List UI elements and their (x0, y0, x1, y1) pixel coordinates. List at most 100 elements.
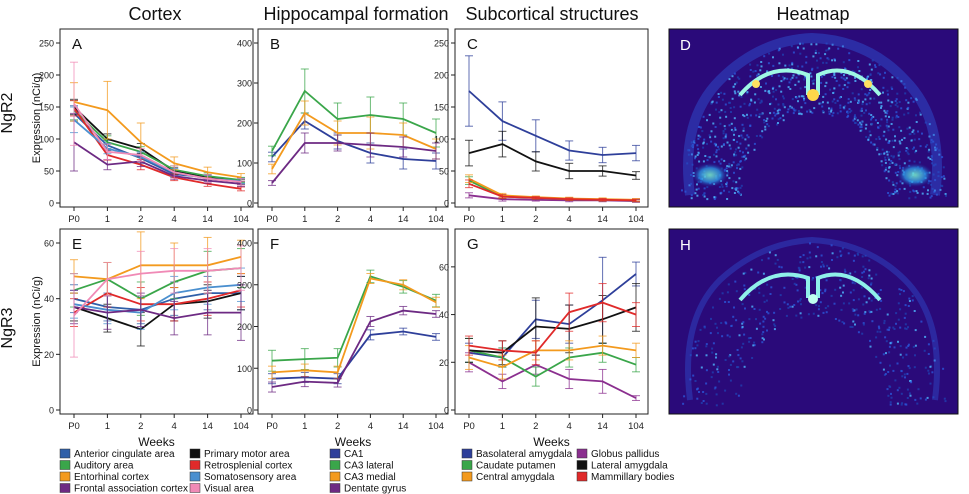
heat-pixel (897, 340, 899, 343)
heat-pixel (739, 357, 742, 360)
heat-pixel (772, 90, 775, 93)
heat-pixel (900, 107, 903, 110)
heat-pixel (711, 371, 714, 374)
heat-pixel (834, 101, 837, 104)
heat-pixel (715, 108, 717, 111)
heat-pixel (756, 74, 758, 77)
heat-pixel (867, 277, 870, 280)
heat-pixel (885, 150, 888, 153)
heat-pixel (706, 159, 709, 162)
heat-pixel (883, 322, 886, 325)
heat-pixel (729, 379, 732, 382)
heat-pixel (809, 110, 812, 113)
heat-pixel (789, 88, 792, 90)
heat-pixel (774, 114, 777, 117)
series-line (271, 275, 437, 362)
heat-pixel (728, 190, 731, 193)
heat-pixel (690, 182, 693, 185)
heat-pixel (799, 299, 802, 302)
heat-pixel (778, 265, 781, 268)
heat-pixel (896, 402, 899, 405)
heat-pixel (830, 244, 833, 247)
heat-pixel (738, 177, 741, 180)
x-tick-label: 14 (202, 214, 213, 225)
heat-pixel (712, 122, 715, 125)
heat-pixel (908, 392, 911, 395)
heat-pixel (696, 144, 699, 147)
heat-pixel (768, 52, 771, 55)
heat-pixel (808, 251, 811, 254)
y-tick-label: 100 (434, 135, 449, 145)
heat-pixel (726, 141, 729, 144)
y-tick-label: 0 (444, 199, 449, 209)
heat-pixel (804, 76, 807, 79)
heat-pixel (899, 308, 902, 311)
heat-pixel (831, 252, 834, 255)
heat-pixel (779, 294, 782, 297)
heat-pixel (725, 167, 728, 170)
series-line (271, 89, 437, 152)
heat-pixel (737, 146, 740, 149)
heat-pixel (766, 117, 769, 120)
heat-pixel (719, 116, 722, 119)
heat-pixel (820, 261, 823, 263)
heat-pixel (765, 120, 768, 122)
heat-pixel (831, 114, 834, 117)
heat-pixel (884, 156, 887, 159)
heat-pixel (724, 128, 727, 131)
heat-pixel (895, 102, 898, 105)
heat-pixel (759, 101, 762, 104)
heat-pixel (706, 198, 709, 201)
heat-pixel (861, 255, 864, 258)
x-tick-label: 14 (597, 214, 608, 225)
heat-pixel (913, 160, 916, 163)
heat-pixel (741, 322, 744, 325)
heat-pixel (933, 347, 936, 350)
heat-pixel (762, 272, 765, 275)
heat-pixel (724, 135, 727, 138)
heat-pixel (903, 316, 906, 319)
heat-pixel (865, 301, 868, 304)
heat-pixel (730, 122, 733, 125)
heat-pixel (737, 90, 740, 93)
heat-pixel (908, 159, 911, 162)
heat-pixel (726, 291, 729, 294)
heat-pixel (733, 154, 736, 157)
x-tick-label: P0 (266, 421, 278, 432)
heat-pixel (890, 86, 893, 89)
heat-pixel (895, 322, 897, 325)
heat-pixel (886, 126, 889, 129)
heat-pixel (735, 181, 738, 184)
heat-pixel (915, 149, 918, 152)
heat-pixel (871, 122, 874, 125)
heat-pixel (766, 70, 769, 73)
series-line (73, 306, 241, 320)
heat-pixel (886, 112, 889, 115)
y-tick-label: 50 (44, 167, 54, 177)
legend-swatch (59, 483, 71, 493)
heat-pixel (828, 267, 831, 270)
series-line (73, 141, 242, 185)
heat-pixel (870, 141, 873, 144)
heat-pixel (749, 337, 752, 339)
heat-pixel (780, 80, 783, 83)
heat-pixel (778, 62, 781, 65)
heat-pixel (731, 97, 734, 100)
heat-pixel (864, 127, 867, 130)
heat-pixel (724, 359, 727, 361)
heat-pixel (836, 112, 839, 115)
heat-pixel (729, 363, 732, 366)
heat-pixel (888, 162, 891, 165)
heat-pixel (857, 101, 860, 104)
heat-pixel (898, 386, 901, 389)
heat-pixel (908, 126, 911, 129)
heat-pixel (695, 354, 698, 357)
heat-pixel (899, 293, 901, 296)
heat-pixel (726, 171, 729, 174)
heat-pixel (705, 343, 708, 346)
heat-pixel (932, 164, 935, 167)
heat-pixel (879, 361, 882, 364)
heat-pixel (870, 310, 873, 313)
